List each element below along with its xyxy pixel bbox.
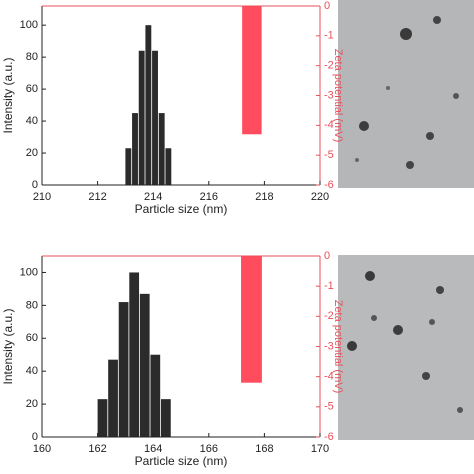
- y-tick-label: 40: [26, 365, 38, 377]
- y2-tick-label: 0: [324, 0, 330, 12]
- x-tick-label: 214: [144, 191, 162, 203]
- chart: 160 162 164 166 168 170 0 20 40 60 80 100 0 -1 -2 -3 -4 -…: [1, 250, 344, 468]
- bar: [145, 25, 152, 185]
- y-axis-title: Intensity (a.u.): [1, 308, 15, 384]
- y2-tick-label: -5: [324, 401, 334, 413]
- y-tick-label: 60: [26, 332, 38, 344]
- y-tick-label: 60: [26, 83, 38, 95]
- bar: [132, 113, 138, 185]
- y-tick-label: 40: [26, 115, 38, 127]
- y2-tick-label: -3: [324, 340, 334, 352]
- x-axis-title: Particle size (nm): [135, 454, 228, 468]
- zeta-bar: [242, 6, 262, 135]
- bar: [108, 359, 118, 437]
- y2-tick-label: -6: [324, 179, 334, 191]
- y2-axis-title: Zeta potential (mV): [332, 49, 344, 143]
- y-tick-label: 80: [26, 299, 38, 311]
- x-tick-label: 216: [200, 191, 218, 203]
- y2-tick-label: -6: [324, 431, 334, 443]
- y2-tick-label: -3: [324, 89, 334, 101]
- x-tick-label: 168: [255, 443, 273, 455]
- y-tick-label: 0: [32, 431, 38, 443]
- bar: [97, 399, 108, 437]
- bar: [118, 302, 129, 437]
- bar: [150, 354, 161, 437]
- bar: [129, 272, 140, 437]
- bar: [125, 148, 132, 185]
- y-tick-label: 80: [26, 51, 38, 63]
- y2-tick-label: 0: [324, 250, 330, 262]
- bar: [165, 148, 172, 185]
- x-tick-label: 160: [33, 443, 51, 455]
- y-tick-label: 20: [26, 147, 38, 159]
- bar: [138, 50, 145, 185]
- zeta-bar: [241, 256, 262, 383]
- y2-tick-label: -2: [324, 310, 334, 322]
- y-tick-label: 20: [26, 398, 38, 410]
- x-tick-label: 210: [33, 191, 51, 203]
- y2-tick-label: -1: [324, 30, 334, 42]
- bar: [158, 113, 165, 185]
- x-tick-label: 212: [88, 191, 106, 203]
- y2-axis-title: Zeta potential (mV): [332, 300, 344, 394]
- micrograph: [338, 0, 474, 188]
- bar: [152, 50, 158, 185]
- micrograph: [338, 255, 474, 440]
- y2-tick-label: -2: [324, 60, 334, 72]
- x-tick-label: 162: [88, 443, 106, 455]
- bar: [160, 399, 171, 437]
- x-tick-label: 166: [200, 443, 218, 455]
- x-axis-title: Particle size (nm): [135, 202, 228, 216]
- y-tick-label: 0: [32, 179, 38, 191]
- y-tick-label: 100: [20, 19, 38, 31]
- y-axis-title: Intensity (a.u.): [1, 57, 15, 133]
- chart: 210 212 214 216 218 220 0 20 40 60 80 100 0 -1 -2 -3 -4 -…: [1, 0, 344, 216]
- x-tick-label: 220: [311, 191, 329, 203]
- y2-tick-label: -1: [324, 280, 334, 292]
- y2-tick-label: -4: [324, 371, 334, 383]
- y2-tick-label: -5: [324, 149, 334, 161]
- y-tick-label: 100: [20, 266, 38, 278]
- y2-tick-label: -4: [324, 119, 334, 131]
- x-tick-label: 218: [255, 191, 273, 203]
- bar: [139, 293, 150, 437]
- x-tick-label: 170: [311, 443, 329, 455]
- x-tick-label: 164: [144, 443, 162, 455]
